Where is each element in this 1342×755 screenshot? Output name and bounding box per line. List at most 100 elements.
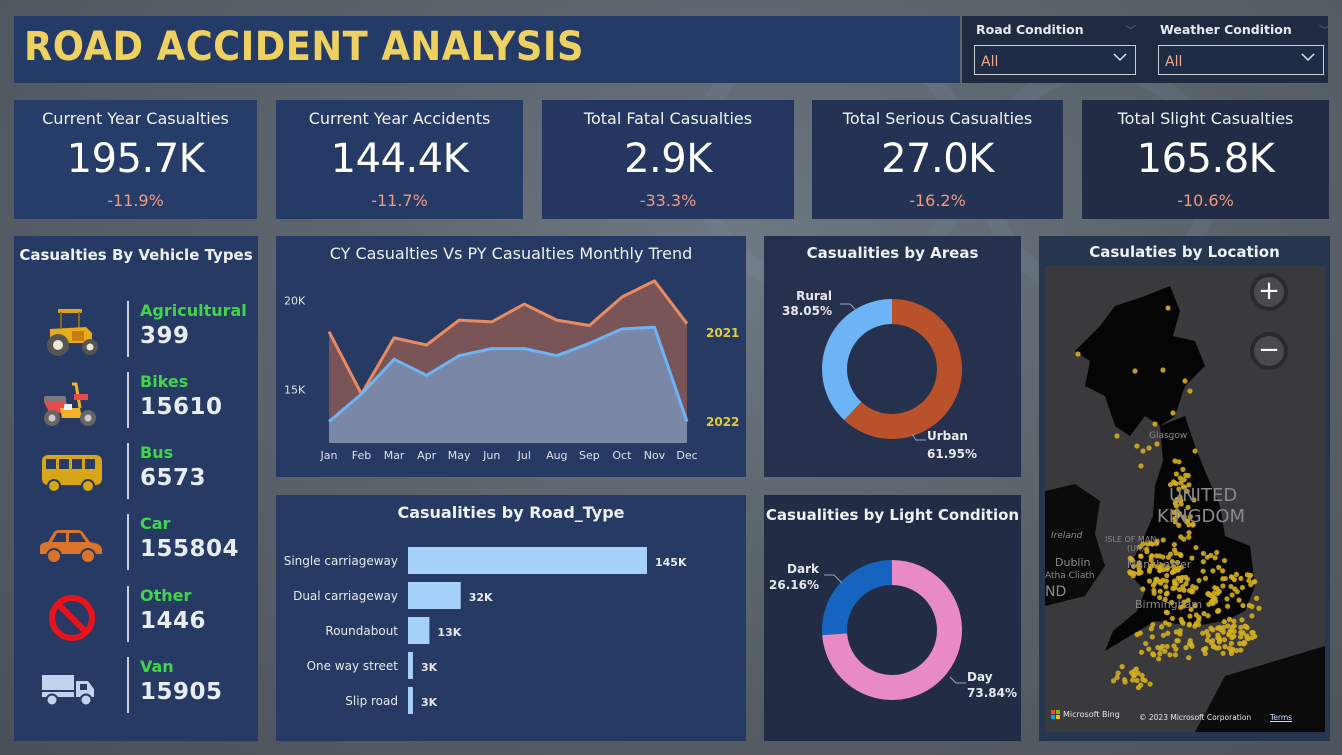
bar[interactable] xyxy=(408,617,430,644)
location-point[interactable] xyxy=(1158,624,1165,630)
location-point[interactable] xyxy=(1188,606,1194,613)
location-point[interactable] xyxy=(1226,631,1232,637)
location-point[interactable] xyxy=(1144,549,1150,555)
location-point[interactable] xyxy=(1119,664,1125,670)
weather-condition-dropdown[interactable]: All xyxy=(1158,45,1324,75)
location-point[interactable] xyxy=(1181,536,1187,542)
location-point[interactable] xyxy=(1196,577,1202,584)
location-point[interactable] xyxy=(1167,482,1174,488)
location-point[interactable] xyxy=(1114,674,1120,681)
location-point[interactable] xyxy=(1185,473,1191,479)
location-point[interactable] xyxy=(1186,621,1193,627)
location-point[interactable] xyxy=(1164,643,1170,650)
location-point[interactable] xyxy=(1165,630,1171,636)
location-point[interactable] xyxy=(1135,563,1141,569)
location-point[interactable] xyxy=(1240,630,1246,636)
location-point[interactable] xyxy=(1205,613,1211,619)
day-slice[interactable] xyxy=(822,560,962,700)
location-point[interactable] xyxy=(1200,550,1207,557)
location-point[interactable] xyxy=(1131,673,1137,679)
location-point[interactable] xyxy=(1174,559,1181,566)
location-point[interactable] xyxy=(1157,651,1163,657)
location-point[interactable] xyxy=(1127,569,1133,575)
location-point[interactable] xyxy=(1140,676,1146,683)
location-point[interactable] xyxy=(1160,537,1166,543)
location-point[interactable] xyxy=(1240,602,1246,609)
location-point[interactable] xyxy=(1122,679,1128,685)
location-point[interactable] xyxy=(1158,646,1164,652)
location-point[interactable] xyxy=(1202,650,1208,657)
location-point[interactable] xyxy=(1237,640,1243,647)
location-point[interactable] xyxy=(1146,646,1152,652)
location-point[interactable] xyxy=(1231,618,1237,624)
location-point[interactable] xyxy=(1167,652,1173,658)
location-point[interactable] xyxy=(1140,448,1146,454)
location-point[interactable] xyxy=(1233,571,1240,577)
location-point[interactable] xyxy=(1175,565,1181,571)
location-point[interactable] xyxy=(1130,677,1136,683)
location-point[interactable] xyxy=(1176,486,1182,492)
location-point[interactable] xyxy=(1181,514,1187,520)
location-point[interactable] xyxy=(1242,623,1248,629)
location-point[interactable] xyxy=(1224,596,1230,602)
location-point[interactable] xyxy=(1196,621,1202,628)
location-point[interactable] xyxy=(1184,519,1190,525)
location-point[interactable] xyxy=(1182,378,1188,384)
location-point[interactable] xyxy=(1248,581,1254,588)
location-point[interactable] xyxy=(1193,544,1199,551)
location-point[interactable] xyxy=(1239,584,1245,591)
location-point[interactable] xyxy=(1151,590,1157,596)
location-point[interactable] xyxy=(1222,575,1228,582)
location-point[interactable] xyxy=(1114,433,1120,439)
location-point[interactable] xyxy=(1204,554,1210,560)
location-point[interactable] xyxy=(1225,603,1231,609)
bar[interactable] xyxy=(408,582,461,609)
location-point[interactable] xyxy=(1214,549,1220,556)
location-point[interactable] xyxy=(1221,557,1228,564)
location-point[interactable] xyxy=(1184,488,1190,494)
location-point[interactable] xyxy=(1150,621,1156,628)
location-point[interactable] xyxy=(1249,603,1255,610)
location-point[interactable] xyxy=(1212,585,1218,591)
location-point[interactable] xyxy=(1186,534,1192,540)
location-point[interactable] xyxy=(1138,463,1144,469)
location-point[interactable] xyxy=(1134,443,1140,449)
location-point[interactable] xyxy=(1238,647,1244,653)
location-point[interactable] xyxy=(1231,628,1237,634)
location-point[interactable] xyxy=(1133,666,1139,672)
location-point[interactable] xyxy=(1204,628,1210,635)
location-point[interactable] xyxy=(1170,410,1176,416)
location-point[interactable] xyxy=(1193,585,1199,591)
location-point[interactable] xyxy=(1162,596,1168,603)
location-point[interactable] xyxy=(1192,603,1198,609)
location-point[interactable] xyxy=(1220,583,1226,589)
location-point[interactable] xyxy=(1187,388,1193,394)
location-point[interactable] xyxy=(1221,624,1227,630)
location-point[interactable] xyxy=(1174,496,1180,503)
location-point[interactable] xyxy=(1149,541,1155,547)
location-point[interactable] xyxy=(1171,547,1178,553)
location-point[interactable] xyxy=(1110,678,1117,684)
location-point[interactable] xyxy=(1210,643,1217,649)
location-point[interactable] xyxy=(1180,584,1186,590)
location-point[interactable] xyxy=(1234,589,1240,595)
location-point[interactable] xyxy=(1200,559,1206,565)
location-point[interactable] xyxy=(1157,588,1163,594)
location-point[interactable] xyxy=(1205,632,1211,639)
location-point[interactable] xyxy=(1163,578,1169,584)
location-point[interactable] xyxy=(1138,569,1144,575)
location-point[interactable] xyxy=(1157,594,1163,601)
location-point[interactable] xyxy=(1164,566,1170,572)
location-point[interactable] xyxy=(1185,597,1191,604)
location-point[interactable] xyxy=(1178,552,1184,559)
location-point[interactable] xyxy=(1138,553,1144,559)
location-point[interactable] xyxy=(1135,684,1142,691)
location-point[interactable] xyxy=(1201,611,1207,617)
location-point[interactable] xyxy=(1177,631,1183,637)
location-point[interactable] xyxy=(1228,583,1234,590)
location-point[interactable] xyxy=(1244,572,1250,578)
rural-slice[interactable] xyxy=(822,299,892,421)
location-point[interactable] xyxy=(1205,590,1211,597)
location-point[interactable] xyxy=(1222,644,1228,650)
bar[interactable] xyxy=(408,687,413,714)
